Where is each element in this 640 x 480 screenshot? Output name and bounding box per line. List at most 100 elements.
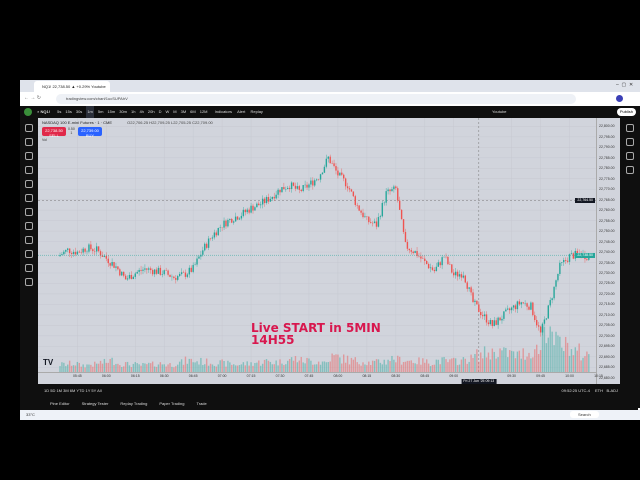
browser-tab[interactable]: NQ1! 22,738.50 ▲ +0.29% Youtube [34,81,110,92]
interval-30m[interactable]: 30m [119,109,127,114]
price-tick: 22,750.00 [599,229,615,234]
interval-1h[interactable]: 1h [131,109,136,114]
taskbar-search[interactable]: Search [570,411,599,418]
volume-bar [443,356,445,372]
candle [213,232,216,238]
weather[interactable]: 33°C [26,412,35,417]
candle [512,305,515,308]
volume-bar [368,361,370,372]
ruler-icon[interactable] [25,222,33,230]
zoom-icon[interactable] [25,236,33,244]
interval-12M[interactable]: 12M [199,109,208,114]
volume-bar [173,367,175,372]
window-controls[interactable]: – ▢ ✕ [616,82,634,88]
trendline-icon[interactable] [25,138,33,146]
panel-tab[interactable]: Paper Trading [159,401,185,406]
address-bar: ← → ↻ tradingview.com/chart/1ucSUPAhV [20,92,640,106]
panel-tab[interactable]: Strategy Tester [81,401,109,406]
interval-5s[interactable]: 5s [57,109,62,114]
browser-tab-strip: NQ1! 22,738.50 ▲ +0.29% Youtube – ▢ ✕ [20,80,640,92]
fib-icon[interactable] [25,152,33,160]
price-axis[interactable]: 22,800.00 22,795.00 22,790.00 22,785.00 22,7… [596,118,620,384]
volume-bar [192,362,194,372]
interval-D[interactable]: D [158,109,162,114]
adj-toggle[interactable]: B-ADJ [606,388,618,393]
time-tick: 10:15 [594,374,603,378]
layout-button[interactable]: Youtube [492,109,507,114]
volume-bar [236,365,239,372]
candle [192,264,194,272]
indicators-button[interactable]: Indicators [214,109,232,114]
volume-bar [99,360,102,372]
clock[interactable]: 09:52:25 UTC-4 [561,388,590,393]
volume-bar [530,358,532,372]
panel-tab[interactable]: Pine Editor [50,401,70,406]
interval-20h[interactable]: 20h [147,109,155,114]
interval-15s[interactable]: 15s [65,109,72,114]
nav-icons[interactable]: ← → ↻ [24,95,41,101]
replay-button[interactable]: Replay [250,109,263,114]
chart-pane[interactable]: NASDAQ 100 E-mini Futures · 1 · CME O22,… [38,118,596,372]
interval-30s[interactable]: 30s [75,109,83,114]
trash-icon[interactable] [25,278,33,286]
time-tick: 08:15 [362,374,372,378]
session-toggle[interactable]: ETH [595,388,603,393]
pattern-icon[interactable] [25,166,33,174]
overlay-line1: Live START in 5MIN [251,321,381,335]
candle [134,273,136,277]
volume-bar [520,358,522,372]
panel-tab[interactable]: Trade [196,401,207,406]
interval-3M[interactable]: 3M [180,109,187,114]
symbol-search[interactable]: ⌕ NQ1! [37,109,51,114]
candle [333,163,335,167]
volume-bar [213,365,216,372]
volume-bar [248,365,250,372]
volume-bar [209,363,212,372]
chat-icon[interactable] [626,166,634,174]
alerts-icon[interactable] [626,138,634,146]
candle [177,276,179,280]
interval-5m[interactable]: 5m [97,109,104,114]
interval-W[interactable]: W [165,109,170,114]
time-axis[interactable]: 05:45 06:00 06:15 06:30 06:45 07:00 07:15 07:30… [38,372,603,384]
emoji-icon[interactable] [25,208,33,216]
price-tick: 22,720.00 [599,291,615,296]
user-avatar[interactable] [24,107,32,116]
layers-icon[interactable] [626,152,634,160]
candle [233,221,235,223]
time-tick: 07:45 [304,374,314,378]
candle [379,216,382,218]
candle [65,249,67,252]
interval-6M[interactable]: 6M [190,109,196,114]
buy-button[interactable]: 22,739.00 BUY [78,127,102,138]
range-buttons[interactable]: 1D 5D 1M 3M 6M YTD 1Y 5Y All [44,388,102,393]
lock-icon[interactable] [25,264,33,272]
candle [464,275,466,283]
alert-button[interactable]: Alert [237,109,246,114]
publish-button[interactable]: Publish [616,108,636,116]
text-icon[interactable] [25,194,33,202]
magnet-icon[interactable] [25,250,33,258]
interval-15m[interactable]: 15m [107,109,116,114]
candle [391,189,393,192]
qty[interactable]: 0.50 1 [68,127,75,135]
volume-bar [65,366,67,372]
watchlist-icon[interactable] [626,124,634,132]
candle [103,255,106,257]
volume-bar [501,350,503,372]
candle [323,166,326,173]
url-field[interactable]: tradingview.com/chart/1ucSUPAhV [56,94,576,104]
volume-bar [165,366,167,372]
panel-tab[interactable]: Replay Trading [120,401,148,406]
candle [223,220,225,228]
interval-4h[interactable]: 4h [139,109,144,114]
crosshair-icon[interactable] [25,124,33,132]
sell-button[interactable]: 22,738.50 SELL [42,127,66,138]
volume-bar [408,360,411,372]
candle [117,266,119,270]
candle [119,269,121,276]
profile-avatar[interactable] [616,95,623,102]
brush-icon[interactable] [25,180,33,188]
interval-1m[interactable]: 1m [86,106,94,118]
interval-M[interactable]: M [173,109,177,114]
